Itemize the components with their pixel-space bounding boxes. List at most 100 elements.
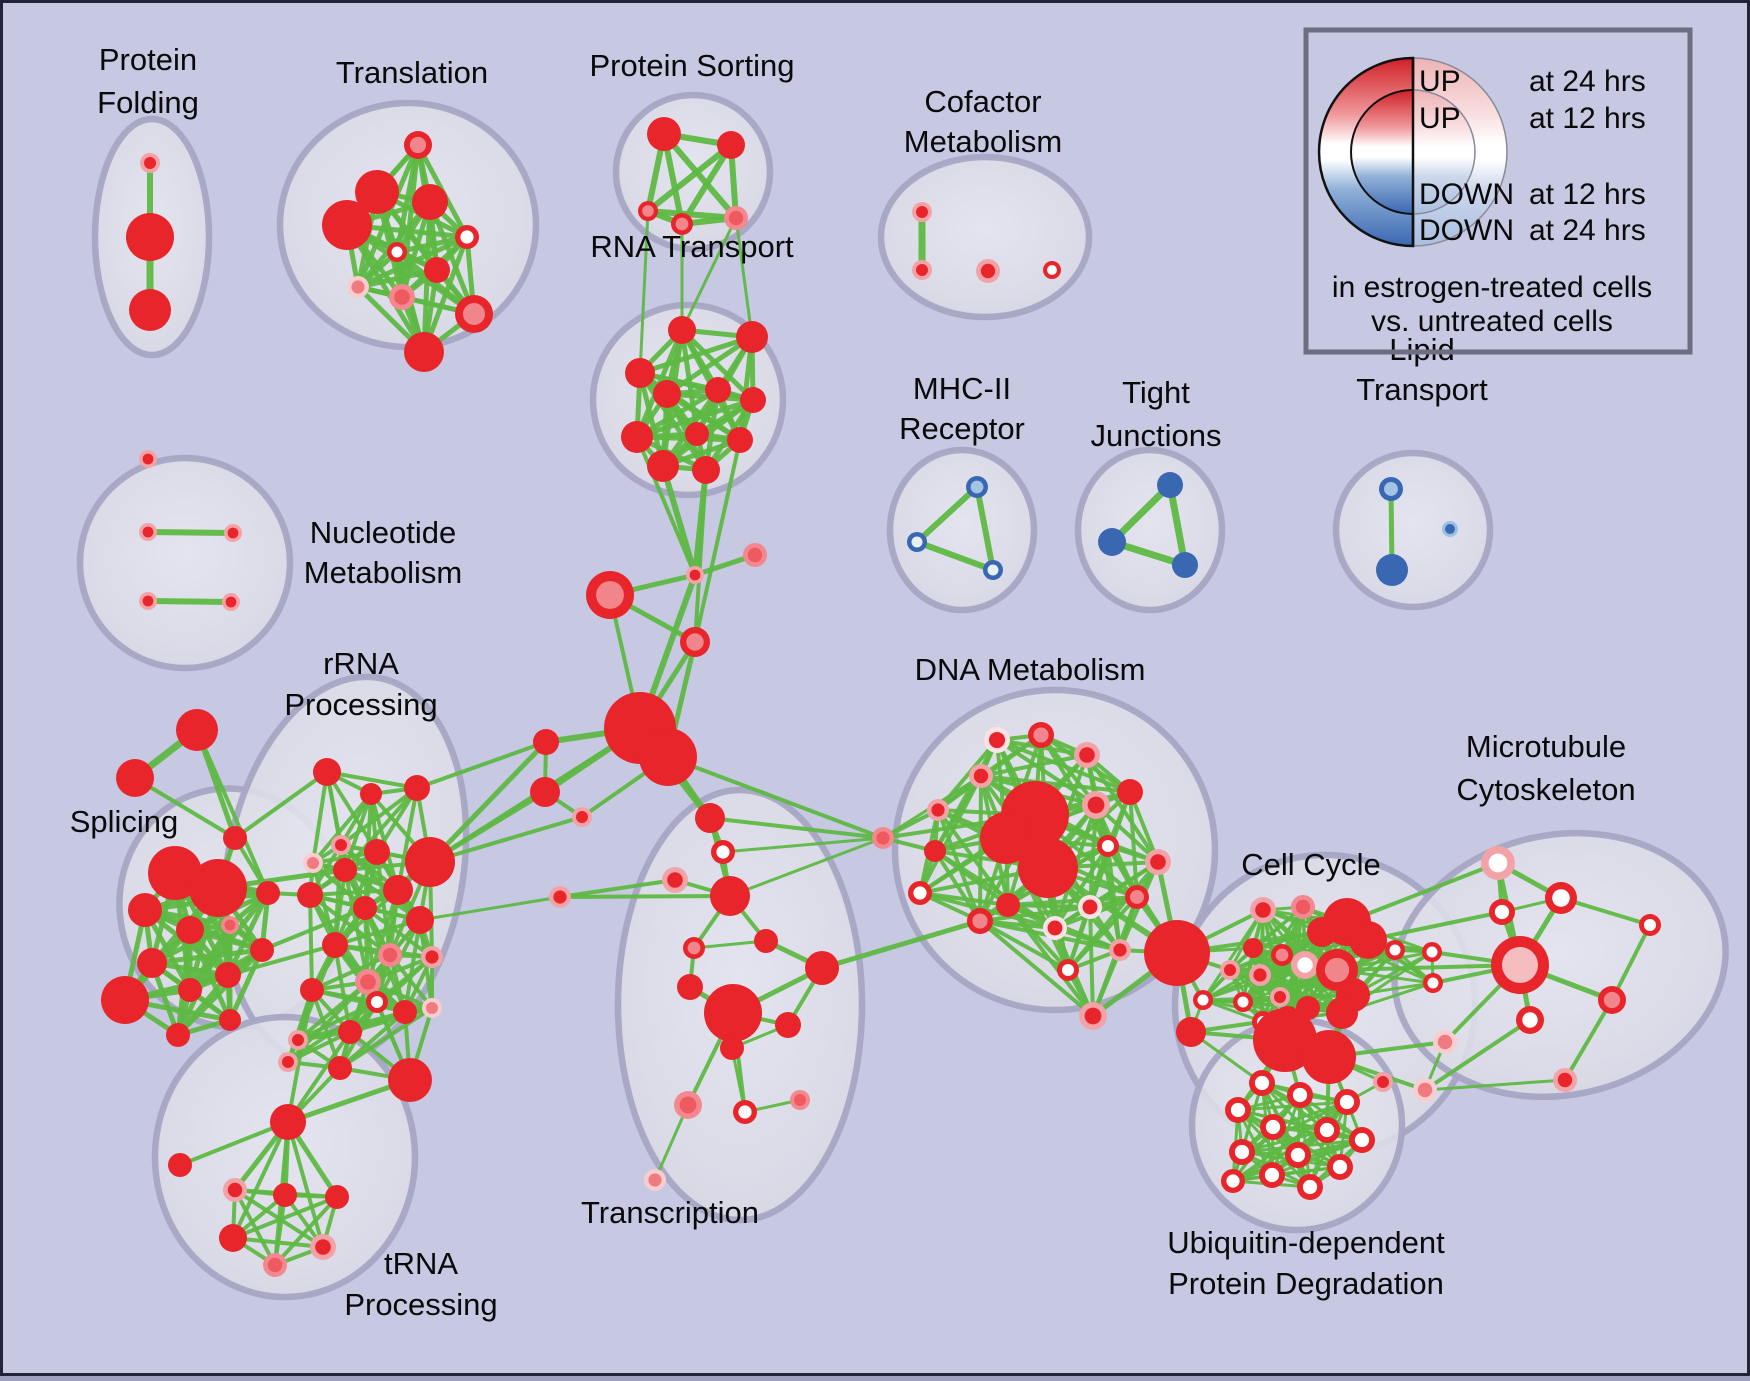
network-node-n1 (139, 450, 157, 468)
network-node-d0 (872, 827, 894, 849)
network-node-rr10 (297, 882, 323, 908)
network-node-rr8 (405, 837, 455, 887)
network-edge (1128, 790, 1139, 899)
network-node-n5 (222, 593, 240, 611)
network-edge (634, 397, 756, 440)
legend-down-12-dir: DOWN (1419, 178, 1514, 211)
network-edge (286, 1030, 352, 1124)
network-edge (918, 891, 1010, 907)
network-node-k4 (680, 627, 710, 657)
network-edge (145, 529, 236, 536)
network-node-cc19 (1220, 960, 1240, 980)
network-node-x13 (674, 1091, 702, 1119)
network-node-x12 (720, 1036, 744, 1060)
network-node-b1 (1144, 920, 1210, 986)
network-node-g1 (533, 729, 559, 755)
network-node-cc21 (1385, 940, 1405, 960)
network-node-q6 (310, 1234, 336, 1260)
network-edge (914, 539, 996, 573)
network-node-ps2 (717, 131, 745, 159)
network-edge (721, 836, 885, 854)
network-node-p1 (1253, 1008, 1317, 1072)
cluster-label-cell-cycle: Cell Cycle (1241, 847, 1381, 882)
network-node-pf3 (129, 289, 171, 331)
network-edge (728, 836, 885, 898)
network-node-k3 (586, 571, 634, 619)
network-edge (734, 216, 754, 339)
network-edge (1423, 1018, 1532, 1092)
network-node-t7 (424, 257, 450, 283)
network-node-s2 (189, 859, 247, 917)
network-edge (679, 142, 734, 227)
network-node-s11 (219, 1009, 241, 1031)
network-node-v2 (1413, 1078, 1437, 1102)
network-edge (1345, 861, 1500, 924)
network-node-pf1 (140, 153, 160, 173)
network-node-x14 (733, 1100, 757, 1124)
network-node-t3 (412, 184, 448, 220)
network-edge (187, 890, 271, 993)
network-node-d21 (967, 908, 993, 934)
network-edge (231, 1120, 290, 1240)
network-node-rr25 (422, 998, 442, 1018)
cluster-label-protein-sorting: Protein Sorting (589, 48, 794, 83)
network-edge (693, 438, 742, 644)
network-node-x10 (704, 984, 762, 1042)
network-node-j2 (1098, 528, 1126, 556)
network-node-rr3 (404, 775, 430, 801)
network-edge (339, 786, 419, 847)
network-node-r7 (621, 421, 653, 453)
network-edge (311, 770, 329, 865)
network-edge (415, 740, 548, 790)
network-edge (338, 1006, 434, 1070)
network-node-s1 (148, 846, 202, 900)
network-node-q3 (273, 1183, 297, 1207)
network-edge (286, 1120, 325, 1249)
network-node-x9 (805, 951, 839, 985)
network-node-s13 (256, 881, 280, 905)
network-edge (231, 1195, 339, 1240)
network-edge (661, 131, 739, 221)
network-edge (418, 895, 562, 922)
network-edge (995, 738, 1098, 807)
network-node-mt1 (1481, 846, 1515, 880)
network-node-x11 (775, 1012, 801, 1038)
network-node-d5 (927, 799, 949, 821)
network-node-v3 (1373, 1072, 1393, 1092)
network-node-f1 (176, 709, 218, 751)
network-node-mt4 (1491, 936, 1549, 994)
network-node-j3 (1172, 552, 1198, 578)
network-edge (1366, 910, 1504, 942)
network-edge (680, 216, 738, 332)
network-node-r8 (685, 422, 709, 446)
network-edge (296, 1000, 379, 1042)
network-node-n2 (139, 523, 157, 541)
network-node-r4 (653, 380, 681, 408)
network-node-d9 (980, 812, 1032, 864)
network-edge (1006, 903, 1070, 972)
network-node-d13 (1145, 849, 1171, 875)
network-edge (286, 988, 314, 1124)
network-node-m3 (983, 560, 1003, 580)
network-edge (178, 1120, 290, 1167)
network-edge (1201, 908, 1265, 1002)
network-node-d10 (1018, 838, 1078, 898)
network-node-t8 (347, 276, 369, 298)
network-edge (933, 849, 1010, 907)
legend-box (1303, 27, 1693, 355)
network-edge (1166, 481, 1189, 569)
network-edge (978, 919, 1070, 972)
network-edge (918, 774, 983, 895)
legend-down-24-dir: DOWN (1419, 214, 1514, 247)
network-node-ub13 (1221, 1169, 1245, 1193)
network-node-x2 (711, 840, 735, 864)
network-node-t2 (355, 170, 399, 214)
network-node-rr2 (360, 783, 382, 805)
network-edge (175, 947, 265, 1038)
network-node-cc7 (1271, 944, 1293, 966)
network-edge (933, 849, 982, 923)
network-node-s4 (176, 916, 204, 944)
network-edge (145, 598, 234, 605)
network-node-rr6 (333, 858, 357, 882)
